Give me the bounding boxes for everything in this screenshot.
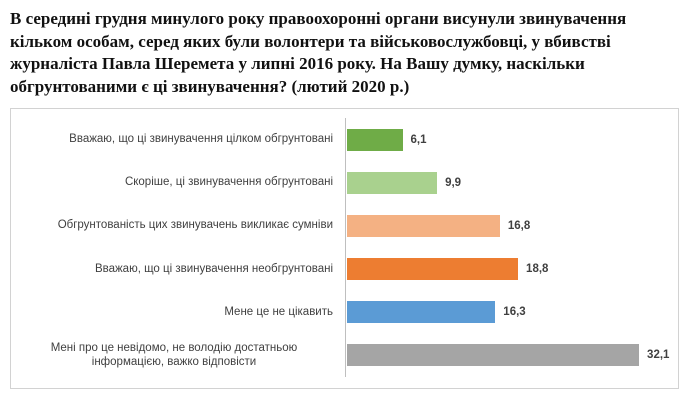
title-line-1: В середині грудня минулого року правоохо… <box>10 9 627 28</box>
bar-cell: 9,9 <box>345 161 678 204</box>
chart-row: Мені про це невідомо, не володію достатн… <box>11 334 678 377</box>
category-label-cell: Мене це не цікавить <box>11 305 345 320</box>
bar <box>347 258 519 281</box>
bar-cell: 16,3 <box>345 291 678 334</box>
chart-plot-area: Вважаю, що ці звинувачення цілком обгрун… <box>11 118 678 377</box>
chart-row: Обгрунтованість цих звинувачень викликає… <box>11 204 678 247</box>
chart-row: Мене це не цікавить 16,3 <box>11 291 678 334</box>
bar <box>347 128 403 151</box>
category-label: Обгрунтованість цих звинувачень викликає… <box>57 219 333 232</box>
value-label: 32,1 <box>647 349 670 362</box>
title-line-4: обгрунтованими є ці звинувачення? (лютий… <box>10 76 410 96</box>
category-label-cell: Вважаю, що ці звинувачення необгрунтован… <box>11 262 345 277</box>
chart-row: Вважаю, що ці звинувачення цілком обгрун… <box>11 118 678 161</box>
bar-cell: 16,8 <box>345 204 678 247</box>
chart-question-title: В середині грудня минулого року правоохо… <box>10 8 682 98</box>
category-label: Мене це не цікавить <box>224 305 333 318</box>
title-line-3: журналіста Павла Шеремета у липні 2016 р… <box>10 54 585 73</box>
bar-cell: 18,8 <box>345 248 678 291</box>
category-label: Мені про це невідомо, не володію достатн… <box>50 341 298 369</box>
bar-cell: 6,1 <box>345 118 678 161</box>
bar-cell: 32,1 <box>345 334 678 377</box>
title-line-2: кільком особам, серед яких були волонтер… <box>10 31 611 51</box>
bar <box>347 344 640 367</box>
value-label: 9,9 <box>445 176 462 189</box>
bar-chart-frame: Вважаю, що ці звинувачення цілком обгрун… <box>10 108 679 389</box>
category-label-cell: Мені про це невідомо, не володію достатн… <box>11 341 345 371</box>
chart-row: Скоріше, ці звинувачення обгрунтовані 9,9 <box>11 161 678 204</box>
category-label-cell: Обгрунтованість цих звинувачень викликає… <box>11 218 345 233</box>
value-label: 18,8 <box>526 263 549 276</box>
value-label: 16,3 <box>503 306 526 319</box>
y-axis-line <box>345 118 346 377</box>
category-label: Вважаю, що ці звинувачення необгрунтован… <box>94 262 333 275</box>
category-label-cell: Вважаю, що ці звинувачення цілком обгрун… <box>11 132 345 147</box>
category-label: Скоріше, ці звинувачення обгрунтовані <box>124 176 333 189</box>
bar <box>347 171 438 194</box>
category-label: Вважаю, що ці звинувачення цілком обгрун… <box>69 133 333 146</box>
bar <box>347 214 500 237</box>
chart-row: Вважаю, що ці звинувачення необгрунтован… <box>11 248 678 291</box>
value-label: 6,1 <box>410 133 427 146</box>
value-label: 16,8 <box>507 219 531 232</box>
category-label-cell: Скоріше, ці звинувачення обгрунтовані <box>11 175 345 190</box>
bar <box>347 301 496 324</box>
